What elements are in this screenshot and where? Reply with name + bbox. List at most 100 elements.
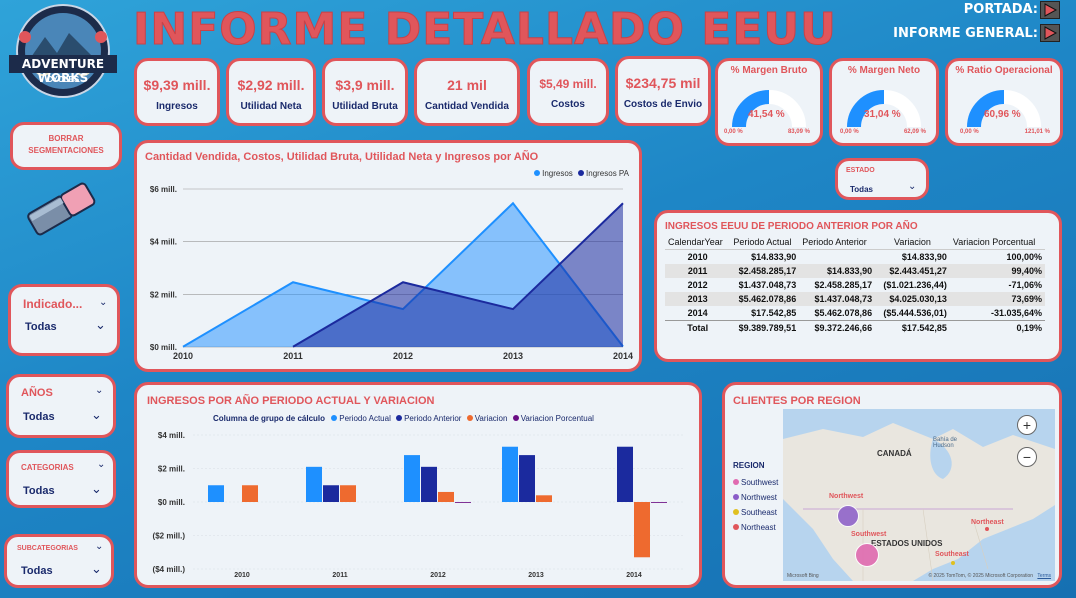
- table-cell: 2010: [687, 252, 708, 262]
- legend-label: Southwest: [741, 478, 779, 487]
- column-header[interactable]: Variacion: [875, 235, 950, 250]
- clear-filters-button[interactable]: BORRAR SEGMENTACIONES: [10, 122, 122, 170]
- slicer-label: SUBCATEGORIAS: [17, 545, 78, 552]
- chevron-down-icon[interactable]: ⌄: [908, 181, 917, 192]
- bar-variacion: [536, 495, 552, 502]
- nav-informe-general-button[interactable]: [1040, 24, 1060, 42]
- gauge-title: % Margen Bruto: [730, 65, 808, 76]
- slicer-label: AÑOS: [21, 387, 53, 399]
- x-tick-label: 2011: [283, 351, 303, 361]
- legend-title: Columna de grupo de cálculo: [213, 414, 326, 423]
- nav-portada-label: PORTADA:: [963, 2, 1038, 17]
- x-tick-label: 2013: [528, 572, 544, 579]
- map-bubble-northwest[interactable]: [837, 505, 859, 527]
- kpi-value: 21 mil: [447, 77, 487, 93]
- slicer-anios[interactable]: AÑOS ⌄ Todas ⌄: [6, 374, 116, 438]
- gauge-max: 121,01 %: [1024, 129, 1050, 135]
- map-bubble-northeast[interactable]: [985, 527, 989, 531]
- slicer-subcategorias[interactable]: SUBCATEGORIAS ⌄ Todas ⌄: [4, 534, 114, 588]
- kpi-value: $3,9 mill.: [335, 77, 395, 93]
- column-header[interactable]: Variacion Porcentual: [949, 235, 1045, 250]
- terms-link[interactable]: Terms: [1037, 573, 1051, 579]
- map-bubble-southeast[interactable]: [951, 561, 955, 565]
- bar-chart-panel: INGRESOS POR AÑO PERIODO ACTUAL Y VARIAC…: [134, 382, 702, 588]
- legend-dot: [578, 170, 585, 176]
- bar-variacion: [634, 502, 650, 558]
- gauge-fill: [732, 90, 770, 128]
- table-cell: $5.462.078,86: [814, 308, 873, 318]
- table-cell: $1.437.048,73: [738, 280, 797, 290]
- bar-periodo-anterior: [519, 455, 535, 502]
- map-title: CLIENTES POR REGION: [733, 395, 861, 407]
- play-icon: [1044, 26, 1058, 40]
- table-cell: 2011: [665, 264, 731, 278]
- chevron-down-icon[interactable]: ⌄: [91, 407, 102, 422]
- gauge-fill: [847, 90, 885, 128]
- data-table-wrap: CalendarYear Periodo Actual Periodo Ante…: [665, 235, 1045, 335]
- gauge-min: 0,00 %: [724, 129, 743, 135]
- map-region-label: Southwest: [851, 531, 887, 538]
- gauge-max: 83,09 %: [787, 129, 810, 135]
- zoom-in-button[interactable]: +: [1017, 415, 1037, 435]
- bar-chart-legend: Columna de grupo de cálculo Periodo Actu…: [213, 414, 594, 423]
- chevron-down-icon[interactable]: ⌄: [91, 561, 102, 576]
- legend-dot: [534, 170, 541, 176]
- column-header[interactable]: Periodo Anterior: [799, 235, 876, 250]
- column-header[interactable]: Periodo Actual: [730, 235, 800, 250]
- legend-label: Periodo Anterior: [404, 414, 462, 423]
- map-canvas[interactable]: CANADÁ Bahía de Hudson ESTADOS UNIDOS No…: [783, 409, 1055, 581]
- slicer-value: Todas: [25, 321, 57, 333]
- y-tick-label: $0 mill.: [150, 343, 177, 352]
- table-cell: Total: [665, 320, 731, 335]
- gauge-arc: [967, 90, 1041, 128]
- table-row: 2014 $17.542,85 $5.462.078,86 ($5.444.53…: [665, 306, 1045, 321]
- chevron-down-icon[interactable]: ⌄: [95, 317, 106, 332]
- y-tick-label: $6 mill.: [150, 185, 177, 194]
- legend-dot: [512, 415, 519, 421]
- column-header[interactable]: CalendarYear: [665, 235, 731, 250]
- kpi-label: Ingresos: [156, 101, 198, 112]
- map-region-label: Southeast: [935, 551, 969, 558]
- bar-chart-title: INGRESOS POR AÑO PERIODO ACTUAL Y VARIAC…: [147, 395, 435, 407]
- legend-item: Southeast: [733, 505, 778, 520]
- nav-portada-button[interactable]: [1040, 1, 1060, 19]
- map-bubble-southwest[interactable]: [855, 543, 879, 567]
- kpi-value: $2,92 mill.: [237, 77, 305, 93]
- bar-periodo-actual: [404, 455, 420, 502]
- legend-dot: [396, 415, 403, 421]
- gauge-title: % Ratio Operacional: [955, 65, 1053, 76]
- kpi-label: Costos de Envio: [623, 99, 703, 110]
- map-legend-title: REGION: [733, 461, 765, 470]
- table-cell: -71,06%: [1008, 280, 1042, 290]
- chevron-down-icon[interactable]: ⌄: [91, 481, 102, 496]
- legend-label: Ingresos: [542, 169, 573, 178]
- area-line-ingresos-pa: [292, 202, 624, 348]
- bar-periodo-anterior: [617, 446, 633, 502]
- slicer-categorias[interactable]: CATEGORIAS ⌄ Todas ⌄: [6, 450, 116, 508]
- y-tick-label: ($2 mill.): [153, 532, 186, 541]
- table-cell: $2.443.451,27: [875, 264, 950, 278]
- table-cell: $2.458.285,17: [814, 280, 873, 290]
- gauge-min: 0,00 %: [840, 129, 859, 135]
- legend-label: Southeast: [741, 508, 778, 517]
- chevron-down-icon: ⌄: [95, 541, 104, 552]
- kpi-label: Utilidad Neta: [240, 101, 302, 112]
- kpi-value: $5,49 mill.: [539, 77, 597, 91]
- kpi-card-costos: $5,49 mill. Costos: [527, 58, 609, 126]
- table-cell: 2012: [687, 280, 708, 290]
- bar-periodo-actual: [502, 446, 518, 502]
- kpi-card-cantidad-vendida: 21 mil Cantidad Vendida: [414, 58, 520, 126]
- table-cell: $4.025.030,13: [875, 292, 950, 306]
- map-label-usa: ESTADOS UNIDOS: [871, 539, 943, 548]
- table-cell: 0,19%: [949, 320, 1045, 335]
- table-cell: ($5.444.536,01): [883, 308, 947, 318]
- bar-periodo-actual: [306, 466, 322, 502]
- table-cell: $14.833,90: [799, 264, 876, 278]
- slicer-estado[interactable]: ESTADO Todas ⌄: [835, 158, 929, 200]
- page-title: INFORME DETALLADO EEUU: [133, 4, 837, 56]
- slicer-indicador[interactable]: Indicado... ⌄ Todas ⌄: [8, 284, 120, 356]
- area-chart-panel: Cantidad Vendida, Costos, Utilidad Bruta…: [134, 140, 642, 372]
- eraser-icon[interactable]: [18, 178, 108, 238]
- zoom-out-button[interactable]: −: [1017, 447, 1037, 467]
- slicer-value: Todas: [21, 565, 53, 577]
